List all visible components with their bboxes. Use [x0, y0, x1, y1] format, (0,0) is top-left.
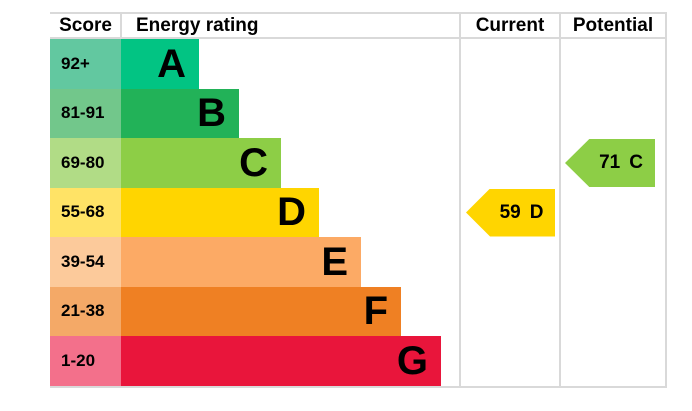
band-row-a: 92+ A	[50, 39, 460, 89]
potential-column-divider	[559, 12, 561, 388]
score-range-b: 81-91	[50, 88, 121, 138]
potential-rating-arrow: 71 C	[565, 139, 655, 187]
band-row-g: 1-20 G	[50, 336, 460, 386]
band-letter: F	[363, 289, 388, 334]
band-row-b: 81-91 B	[50, 88, 460, 138]
current-rating-letter: D	[529, 201, 544, 223]
band-letter: C	[239, 140, 268, 185]
potential-rating-value: 71	[599, 152, 621, 173]
band-bar-e: E	[121, 237, 361, 287]
band-bar-b: B	[121, 88, 239, 138]
current-rating-arrow: 59 D	[466, 188, 555, 237]
table-top-border	[50, 12, 667, 14]
band-bar-d: D	[121, 187, 319, 237]
band-letter: A	[157, 41, 186, 86]
band-bar-g: G	[121, 336, 441, 386]
score-range-f: 21-38	[50, 286, 121, 336]
band-letter: G	[396, 338, 428, 383]
band-bar-f: F	[121, 286, 401, 336]
potential-rating-letter: C	[629, 152, 643, 173]
score-range-g: 1-20	[50, 336, 121, 386]
band-row-f: 21-38 F	[50, 286, 460, 336]
header-bottom-border	[50, 37, 667, 39]
band-letter: B	[197, 91, 226, 136]
potential-column-header: Potential	[572, 15, 654, 36]
band-row-c: 69-80 C	[50, 138, 460, 188]
current-column-header: Current	[475, 15, 545, 36]
energy-rating-column-header: Energy rating	[136, 15, 259, 36]
table-bottom-border	[50, 386, 667, 388]
band-row-d: 55-68 D	[50, 187, 460, 237]
current-column-divider	[459, 12, 461, 388]
table-right-border	[665, 12, 667, 388]
band-row-e: 39-54 E	[50, 237, 460, 287]
score-range-c: 69-80	[50, 138, 121, 188]
band-letter: E	[321, 239, 348, 284]
band-bar-a: A	[121, 39, 199, 89]
score-range-e: 39-54	[50, 237, 121, 287]
score-range-d: 55-68	[50, 187, 121, 237]
score-range-a: 92+	[50, 39, 121, 89]
score-column-divider	[120, 12, 122, 39]
band-bar-c: C	[121, 138, 281, 188]
score-column-header: Score	[59, 15, 112, 36]
band-letter: D	[277, 190, 306, 235]
current-rating-value: 59	[499, 201, 521, 223]
